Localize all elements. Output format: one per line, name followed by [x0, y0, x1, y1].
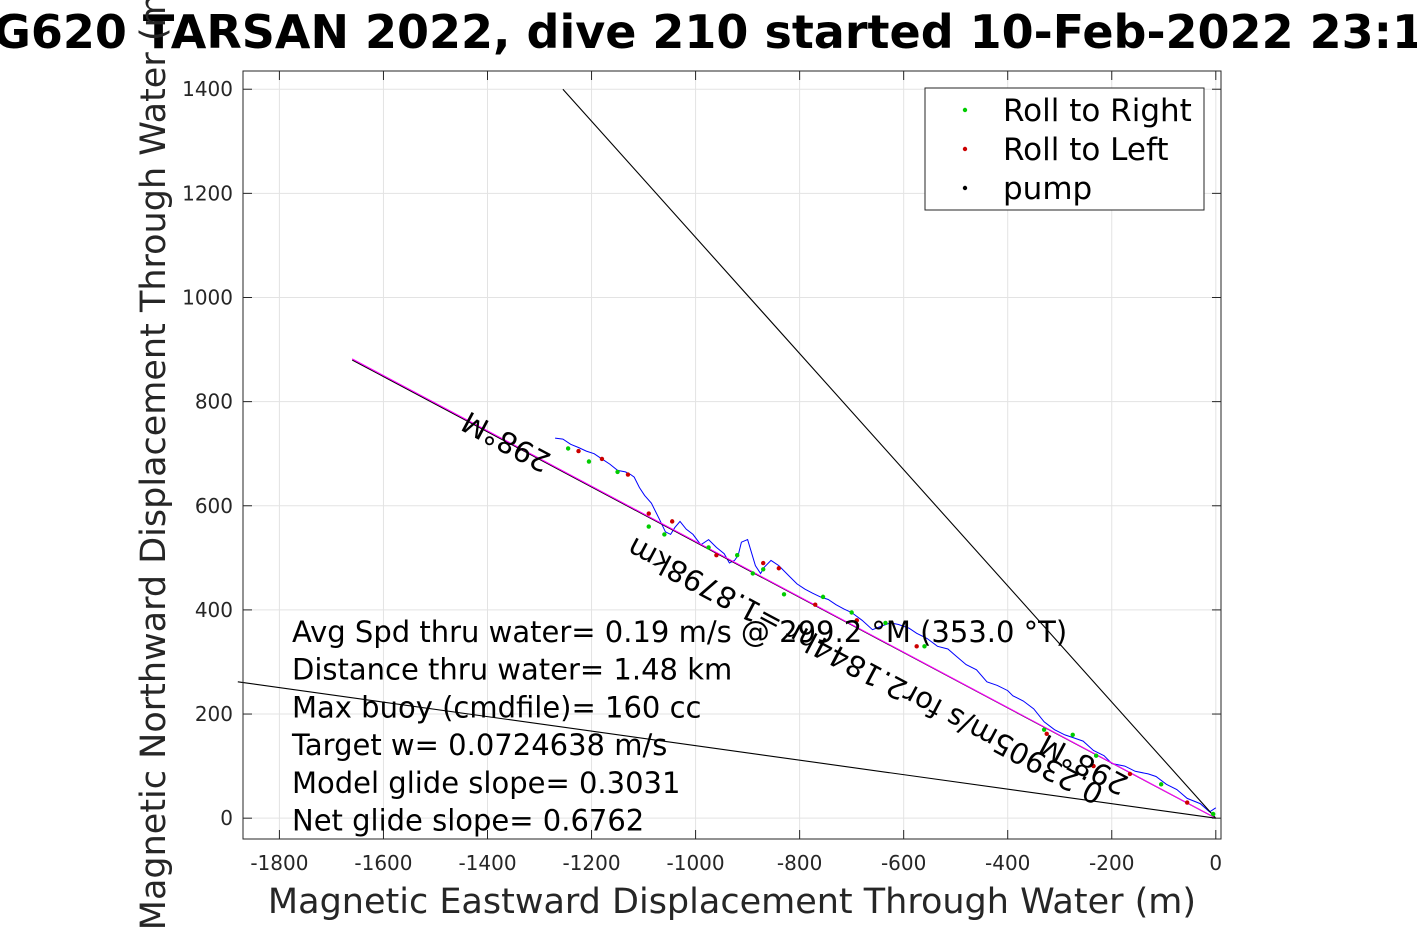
x-tick-label: -200	[1089, 851, 1134, 875]
legend-label: Roll to Left	[1003, 132, 1169, 168]
x-tick-label: -1800	[250, 851, 308, 875]
roll-left-point	[776, 566, 782, 571]
roll-left-point	[914, 644, 919, 649]
tick-layer: -1800 -1600 -1400 -1200 -1000 -800 -600 -400 -20…	[182, 71, 1222, 875]
x-tick-label: -1400	[458, 851, 516, 875]
legend-marker	[962, 185, 968, 191]
roll-right-point	[781, 592, 787, 597]
grid	[243, 71, 1221, 839]
roll-right-point	[849, 610, 854, 615]
roll-left-point	[714, 553, 719, 558]
roll-left-point	[813, 602, 818, 607]
series-line-2	[351, 358, 1217, 819]
series-line-4	[237, 681, 1216, 819]
chart-title: SG620 TARSAN 2022, dive 210 started 10-F…	[0, 5, 1417, 59]
roll-right-point	[1041, 727, 1047, 732]
y-tick-label: 1000	[182, 285, 233, 309]
x-tick-label: -800	[777, 851, 822, 875]
stats-line: Net glide slope= 0.6762	[292, 804, 644, 838]
y-tick-label: 200	[195, 702, 233, 726]
roll-left-point	[646, 511, 651, 516]
roll-left-point	[854, 618, 860, 623]
y-tick-label: 600	[195, 494, 233, 518]
y-axis-label: Magnetic Northward Displacement Through …	[134, 0, 174, 930]
x-tick-label: -600	[881, 851, 926, 875]
roll-right-point	[1093, 753, 1099, 758]
stats-line: Max buoy (cmdfile)= 160 cc	[292, 690, 701, 724]
x-tick-label: -1000	[667, 851, 725, 875]
roll-right-point	[565, 446, 571, 451]
stats-line: Model glide slope= 0.3031	[292, 766, 680, 800]
roll-right-point	[1070, 732, 1075, 738]
roll-left-point	[1091, 763, 1096, 769]
stats-line: Avg Spd thru water= 0.19 m/s @ 299.2 °M …	[292, 615, 1067, 649]
axes-box	[242, 70, 1222, 840]
roll-right-point	[750, 571, 756, 576]
x-tick-label: -1600	[354, 851, 412, 875]
series-line-3	[562, 88, 1217, 819]
roll-left-point	[1127, 771, 1133, 777]
roll-left-point	[669, 519, 675, 524]
roll-right-point	[820, 594, 826, 600]
roll-right-point	[1158, 782, 1164, 787]
roll-right-point	[706, 545, 711, 550]
legend-marker	[962, 107, 968, 113]
y-tick-label: 1400	[182, 77, 233, 101]
roll-right-point	[646, 524, 651, 529]
marker-layer	[565, 446, 1216, 817]
stats-line: Distance thru water= 1.48 km	[292, 653, 732, 687]
series-layer	[237, 88, 1217, 819]
stats-line: Target w= 0.0724638 m/s	[291, 728, 667, 762]
roll-left-point	[761, 560, 766, 566]
y-tick-label: 800	[195, 390, 233, 414]
legend-box	[924, 87, 1205, 211]
roll-right-point	[615, 469, 620, 475]
x-tick-label: 0	[1209, 851, 1222, 875]
roll-right-point	[883, 620, 888, 626]
roll-left-point	[1184, 800, 1190, 805]
roll-right-point	[761, 567, 766, 572]
roll-right-point	[735, 553, 740, 558]
legend-label: pump	[1003, 171, 1092, 207]
line-annotation: 298°M	[456, 404, 556, 479]
roll-right-point	[662, 532, 667, 537]
y-tick-label: 400	[195, 598, 233, 622]
roll-left-point	[1044, 731, 1049, 737]
roll-right-point	[1210, 811, 1216, 817]
roll-left-point	[599, 456, 605, 462]
roll-left-point	[625, 472, 631, 477]
roll-right-point	[922, 644, 927, 649]
x-tick-label: -400	[985, 851, 1030, 875]
x-tick-label: -1200	[562, 851, 620, 875]
roll-left-point	[576, 448, 581, 454]
legend-marker	[962, 146, 968, 152]
y-tick-label: 0	[220, 806, 233, 830]
x-axis-label: Magnetic Eastward Displacement Through W…	[268, 882, 1196, 922]
stats-text: Avg Spd thru water= 0.19 m/s @ 299.2 °M …	[291, 615, 1067, 838]
y-tick-label: 1200	[182, 181, 233, 205]
roll-right-point	[586, 459, 592, 464]
legend-label: Roll to Right	[1003, 93, 1192, 129]
